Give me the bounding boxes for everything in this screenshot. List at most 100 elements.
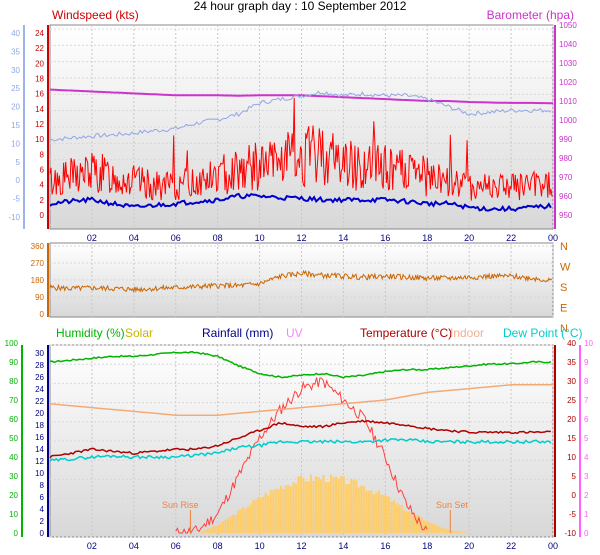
solar-bar bbox=[453, 530, 456, 533]
solar-bar bbox=[350, 478, 353, 533]
x-tick-label: 18 bbox=[422, 541, 432, 551]
solar-bar bbox=[201, 530, 204, 533]
rainfall-tick: 14 bbox=[35, 445, 44, 454]
barometer-tick: 960 bbox=[559, 192, 573, 201]
solar-bar bbox=[360, 485, 363, 533]
solar-bar bbox=[304, 481, 308, 533]
uv-tick: 8 bbox=[584, 377, 589, 386]
solar-bar bbox=[407, 511, 411, 533]
sunrise-label: Sun Rise bbox=[162, 500, 199, 510]
solar-bar bbox=[410, 512, 413, 533]
solar-bar bbox=[327, 482, 330, 533]
solar-bar bbox=[355, 480, 358, 533]
x-tick-label: 04 bbox=[129, 233, 139, 243]
outer-left-tick: -5 bbox=[13, 195, 21, 204]
temperature-tick: 5 bbox=[572, 472, 577, 481]
direction-tick: 360 bbox=[31, 242, 45, 251]
outer-left-tick: 30 bbox=[11, 66, 20, 75]
rainfall-tick: 26 bbox=[35, 373, 44, 382]
uv-tick: 0 bbox=[584, 529, 589, 538]
x-tick-label: 20 bbox=[464, 541, 474, 551]
solar-bar bbox=[400, 505, 403, 533]
rainfall-tick: 6 bbox=[40, 493, 45, 502]
solar-bar bbox=[254, 499, 257, 533]
solar-bar bbox=[274, 488, 277, 533]
solar-bar bbox=[387, 496, 391, 533]
solar-bar bbox=[262, 496, 265, 533]
solar-bar bbox=[385, 496, 388, 533]
rainfall-tick: 12 bbox=[35, 457, 44, 466]
solar-bar bbox=[345, 484, 348, 533]
uv-tick: 2 bbox=[584, 491, 589, 500]
temperature-tick: 35 bbox=[567, 358, 576, 367]
windspeed-tick: 16 bbox=[35, 90, 44, 99]
outer-left-tick: 40 bbox=[11, 29, 20, 38]
solar-label: Solar bbox=[125, 326, 153, 340]
solar-bar bbox=[279, 485, 282, 533]
dewpoint-line bbox=[49, 438, 552, 462]
solar-bar bbox=[445, 529, 448, 533]
temperature-tick: -10 bbox=[564, 529, 576, 538]
x-tick-label: 12 bbox=[296, 541, 306, 551]
humidity-tick: 10 bbox=[9, 510, 18, 519]
compass-label: S bbox=[560, 282, 567, 294]
rainfall-tick: 24 bbox=[35, 385, 44, 394]
humidity-label: Humidity (%) bbox=[56, 326, 125, 340]
x-tick-label: 22 bbox=[506, 541, 516, 551]
x-tick-label: 06 bbox=[171, 233, 181, 243]
solar-bar bbox=[241, 507, 245, 533]
solar-bar bbox=[340, 476, 343, 533]
windspeed-tick: 4 bbox=[40, 181, 45, 190]
barometer-tick: 990 bbox=[559, 135, 573, 144]
windspeed-tick: 18 bbox=[35, 75, 44, 84]
barometer-tick: 1040 bbox=[559, 40, 577, 49]
solar-bar bbox=[252, 500, 255, 533]
direction-tick: 90 bbox=[35, 293, 44, 302]
solar-bar bbox=[450, 530, 453, 533]
windspeed-tick: 2 bbox=[40, 196, 45, 205]
uv-tick: 1 bbox=[584, 510, 589, 519]
compass-label: N bbox=[560, 323, 568, 335]
solar-bar bbox=[423, 520, 426, 533]
humidity-tick: 20 bbox=[9, 491, 18, 500]
solar-bar bbox=[231, 514, 235, 533]
solar-bar bbox=[420, 517, 423, 533]
temperature-tick: 30 bbox=[567, 377, 576, 386]
solar-bar bbox=[284, 485, 287, 533]
solar-bar bbox=[392, 500, 396, 533]
solar-bar bbox=[375, 492, 378, 533]
uv-tick: 9 bbox=[584, 358, 589, 367]
x-tick-label: 00 bbox=[548, 233, 558, 243]
outer-left-tick: 35 bbox=[11, 47, 20, 56]
solar-bar bbox=[206, 528, 209, 533]
solar-bar bbox=[395, 503, 398, 533]
solar-bar bbox=[224, 519, 227, 533]
uv-label: UV bbox=[286, 326, 303, 340]
solar-bar bbox=[460, 531, 463, 533]
rainfall-tick: 30 bbox=[35, 349, 44, 358]
solar-bar bbox=[259, 497, 262, 533]
humidity-tick: 0 bbox=[14, 529, 19, 538]
x-tick-label: 14 bbox=[338, 541, 348, 551]
humidity-tick: 50 bbox=[9, 434, 18, 443]
barometer-tick: 980 bbox=[559, 154, 573, 163]
x-tick-label: 18 bbox=[422, 233, 432, 243]
x-tick-label: 04 bbox=[129, 541, 139, 551]
temperature-tick: 10 bbox=[567, 453, 576, 462]
solar-bar bbox=[216, 525, 220, 533]
solar-bar bbox=[236, 510, 240, 533]
windspeed-tick: 0 bbox=[40, 211, 45, 220]
solar-bar bbox=[209, 528, 212, 533]
solar-bar bbox=[438, 526, 441, 533]
direction-tick: 180 bbox=[31, 276, 45, 285]
rainfall-label: Rainfall (mm) bbox=[202, 326, 273, 340]
temperature-tick: 0 bbox=[572, 491, 577, 500]
solar-bar bbox=[377, 490, 380, 533]
solar-bar bbox=[302, 478, 305, 533]
solar-bar bbox=[282, 488, 285, 533]
windspeed-tick: 12 bbox=[35, 120, 44, 129]
barometer-tick: 1020 bbox=[559, 78, 577, 87]
windspeed-tick: 10 bbox=[35, 135, 44, 144]
solar-bar bbox=[370, 490, 373, 533]
